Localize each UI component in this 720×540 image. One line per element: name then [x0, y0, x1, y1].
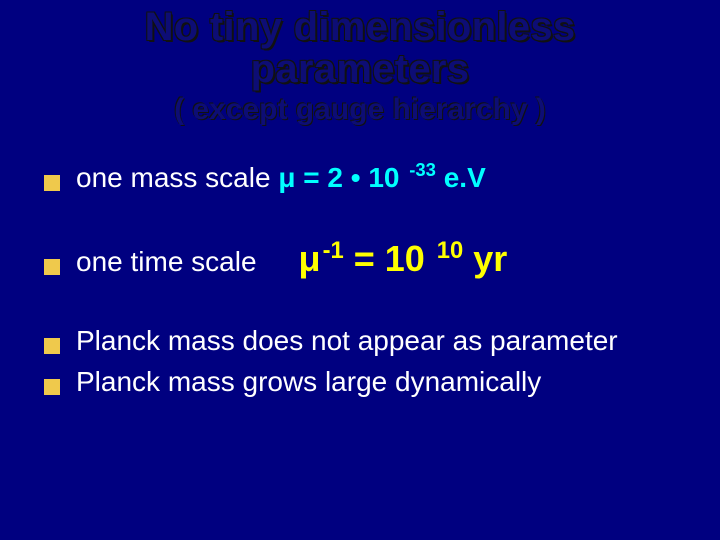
- bullet-text: one mass scale: [76, 162, 278, 193]
- square-bullet-icon: [44, 259, 60, 275]
- title-line1: No tiny dimensionless: [145, 5, 576, 49]
- bullet-text: one time scale: [76, 246, 257, 277]
- square-bullet-icon: [44, 338, 60, 354]
- formula-time: μ-1 = 10 10 yr: [299, 238, 508, 279]
- list-item: Planck mass does not appear as parameter: [44, 324, 680, 357]
- list-item: Planck mass grows large dynamically: [44, 365, 680, 398]
- bullet-list: one mass scale μ = 2 • 10 -33 e.V one ti…: [40, 161, 680, 399]
- formula-mass: μ = 2 • 10 -33 e.V: [278, 162, 485, 193]
- bullet-text: Planck mass does not appear as parameter: [76, 324, 618, 357]
- title-line2: parameters: [251, 47, 470, 91]
- square-bullet-icon: [44, 379, 60, 395]
- slide: No tiny dimensionless parameters ( excep…: [0, 0, 720, 540]
- slide-title: No tiny dimensionless parameters: [40, 6, 680, 91]
- square-bullet-icon: [44, 175, 60, 191]
- slide-subtitle: ( except gauge hierarchy ): [40, 93, 680, 127]
- list-item: one time scale μ-1 = 10 10 yr: [44, 238, 680, 280]
- bullet-content: one mass scale μ = 2 • 10 -33 e.V: [76, 161, 486, 194]
- list-item: one mass scale μ = 2 • 10 -33 e.V: [44, 161, 680, 194]
- title-block: No tiny dimensionless parameters ( excep…: [40, 0, 680, 127]
- bullet-content: one time scale μ-1 = 10 10 yr: [76, 238, 507, 280]
- bullet-text: Planck mass grows large dynamically: [76, 365, 541, 398]
